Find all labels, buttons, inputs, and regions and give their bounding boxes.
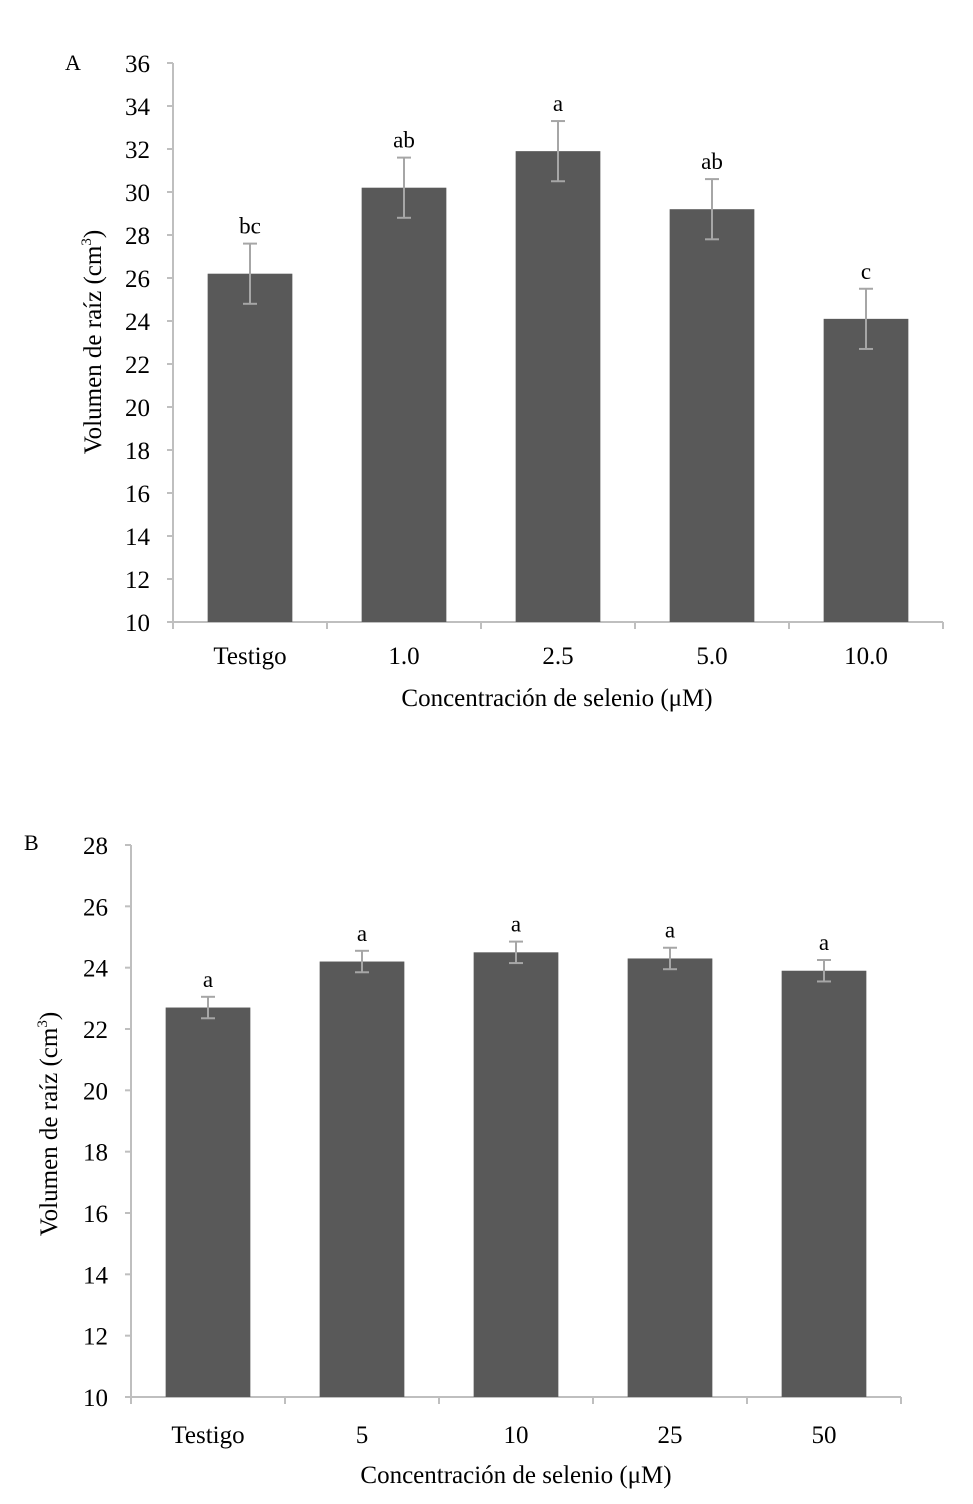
y-tick-label: 26 xyxy=(125,266,150,293)
significance-label: a xyxy=(203,967,213,992)
significance-label: c xyxy=(861,259,871,284)
y-tick-label: 14 xyxy=(125,524,151,551)
y-tick-label: 22 xyxy=(125,352,150,379)
y-tick-label: 30 xyxy=(125,180,150,207)
y-tick-label: 18 xyxy=(83,1140,108,1167)
x-category-label: 25 xyxy=(658,1422,683,1449)
bar xyxy=(361,187,447,622)
y-tick-label: 36 xyxy=(125,51,150,78)
chart-b: B Volumen de raíz (cm3) Concentración de… xyxy=(24,830,902,1489)
panel-label-b: B xyxy=(24,830,39,855)
y-tick-label: 32 xyxy=(125,137,150,164)
y-tick-label: 20 xyxy=(83,1078,108,1105)
x-category-label: 5 xyxy=(356,1422,369,1449)
x-category-label: 5.0 xyxy=(696,643,727,670)
significance-label: ab xyxy=(393,128,415,153)
y-tick-label: 16 xyxy=(83,1201,108,1228)
y-tick-label: 24 xyxy=(125,309,151,336)
y-tick-label: 34 xyxy=(125,94,151,121)
y-tick-label: 24 xyxy=(83,956,109,983)
x-category-label: 50 xyxy=(812,1422,837,1449)
y-tick-label: 14 xyxy=(83,1262,109,1289)
x-category-label: 2.5 xyxy=(542,643,573,670)
y-tick-label: 12 xyxy=(125,567,150,594)
x-axis-title-a: Concentración de selenio (μM) xyxy=(401,685,712,712)
y-tick-label: 22 xyxy=(83,1017,108,1044)
significance-label: ab xyxy=(701,149,723,174)
bar xyxy=(823,318,909,622)
x-category-label: Testigo xyxy=(171,1422,244,1449)
significance-label: a xyxy=(665,918,675,943)
significance-label: a xyxy=(819,930,829,955)
panel-label-a: A xyxy=(65,50,81,75)
y-tick-label: 28 xyxy=(83,833,108,860)
y-axis-title-b: Volumen de raíz (cm3) xyxy=(35,1012,63,1236)
bar xyxy=(473,952,559,1397)
bar xyxy=(781,970,867,1397)
x-category-label: 1.0 xyxy=(388,643,419,670)
significance-label: a xyxy=(357,921,367,946)
bar xyxy=(207,273,293,622)
chart-a: A Volumen de raíz (cm3) Concentración de… xyxy=(65,50,944,712)
bar xyxy=(319,961,405,1397)
y-tick-label: 18 xyxy=(125,438,150,465)
y-tick-label: 16 xyxy=(125,481,150,508)
bar xyxy=(669,209,755,622)
x-category-label: 10 xyxy=(504,1422,529,1449)
y-axis-title-a: Volumen de raíz (cm3) xyxy=(79,230,107,454)
bar xyxy=(515,151,601,622)
bar xyxy=(627,958,713,1397)
y-tick-label: 20 xyxy=(125,395,150,422)
y-tick-label: 10 xyxy=(125,610,150,637)
y-tick-label: 12 xyxy=(83,1324,108,1351)
y-tick-label: 10 xyxy=(83,1385,108,1412)
x-axis-title-b: Concentración de selenio (μM) xyxy=(360,1462,671,1489)
x-category-label: Testigo xyxy=(213,643,286,670)
significance-label: a xyxy=(511,912,521,937)
y-tick-label: 26 xyxy=(83,894,108,921)
significance-label: bc xyxy=(239,214,261,239)
significance-label: a xyxy=(553,91,563,116)
y-tick-label: 28 xyxy=(125,223,150,250)
bar xyxy=(165,1007,251,1397)
x-category-label: 10.0 xyxy=(844,643,888,670)
